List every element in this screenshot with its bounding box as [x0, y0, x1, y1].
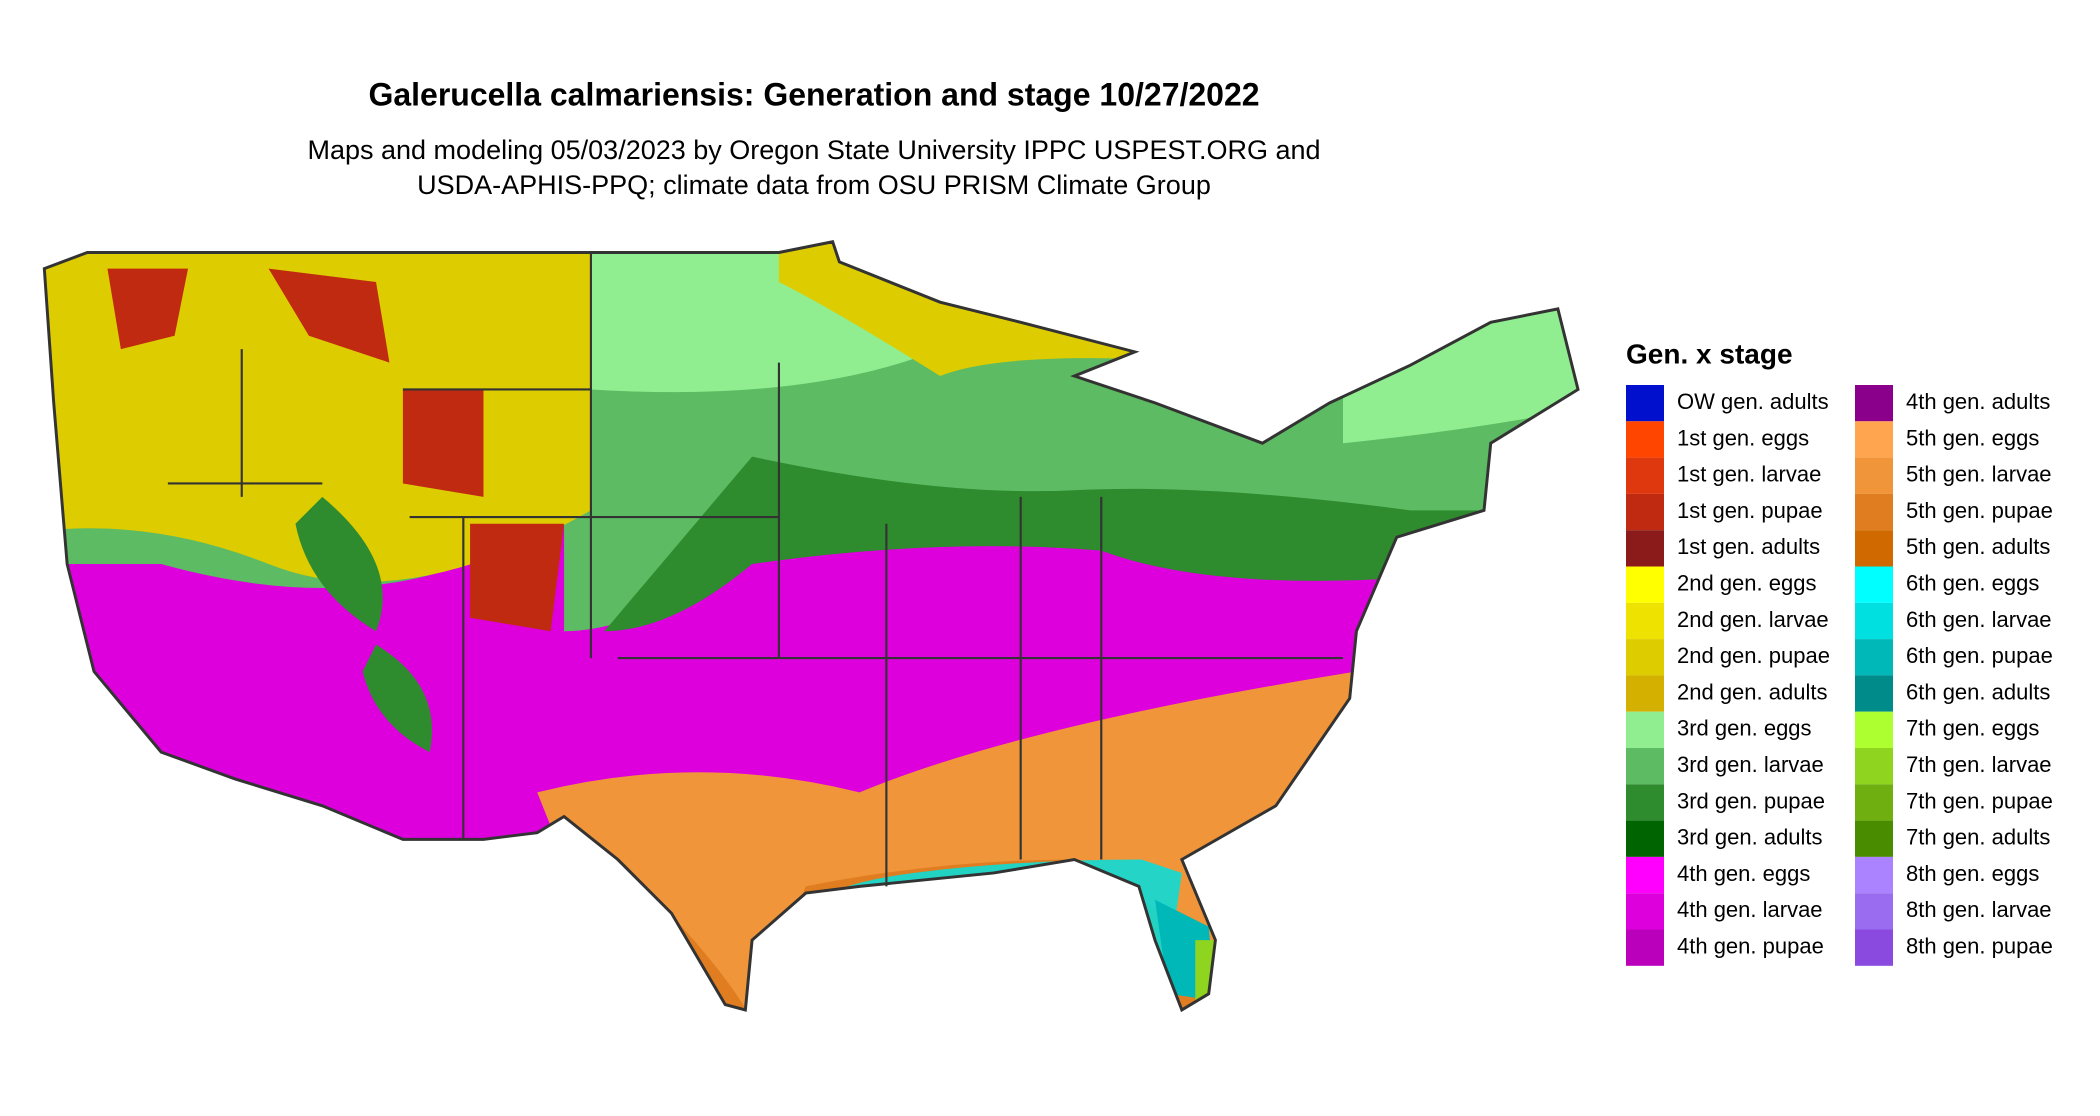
legend-swatch — [1855, 711, 1893, 748]
legend-swatch — [1626, 711, 1664, 748]
legend-label: 1st gen. pupae — [1677, 498, 1823, 523]
legend-label: 5th gen. adults — [1906, 534, 2050, 559]
legend-swatch — [1855, 493, 1893, 531]
legend-label: 4th gen. eggs — [1677, 861, 1810, 886]
legend-label: 2nd gen. larvae — [1677, 607, 1829, 632]
legend-label: 2nd gen. eggs — [1677, 570, 1816, 595]
legend-swatch — [1626, 566, 1664, 603]
legend-label: 4th gen. larvae — [1677, 897, 1823, 922]
map — [42, 240, 1580, 1013]
legend-swatch — [1626, 639, 1664, 676]
legend-label: 3rd gen. eggs — [1677, 716, 1812, 741]
legend-swatch — [1626, 530, 1664, 567]
legend-swatch — [1626, 421, 1664, 458]
legend-label: 2nd gen. pupae — [1677, 643, 1830, 668]
legend-swatch — [1626, 675, 1664, 712]
legend-swatch — [1626, 784, 1664, 821]
legend-swatch — [1626, 748, 1664, 785]
legend-swatch — [1855, 675, 1893, 712]
legend-swatch — [1855, 929, 1893, 966]
legend-label: 7th gen. adults — [1906, 825, 2050, 850]
legend-label: 6th gen. adults — [1906, 679, 2050, 704]
legend-label: 6th gen. eggs — [1906, 570, 2039, 595]
legend-label: 5th gen. eggs — [1906, 425, 2039, 450]
legend-swatch — [1855, 457, 1893, 494]
legend-swatch — [1855, 893, 1893, 930]
legend-swatch — [1626, 457, 1664, 494]
legend-swatch — [1626, 602, 1664, 640]
legend-label: 1st gen. eggs — [1677, 425, 1809, 450]
legend-label: 5th gen. larvae — [1906, 462, 2052, 487]
legend-label: 6th gen. larvae — [1906, 607, 2052, 632]
legend-label: 1st gen. larvae — [1677, 462, 1821, 487]
legend-label: 5th gen. pupae — [1906, 498, 2053, 523]
map-subtitle: USDA-APHIS-PPQ; climate data from OSU PR… — [417, 170, 1211, 200]
legend-label: 3rd gen. pupae — [1677, 788, 1825, 813]
legend-swatch — [1855, 602, 1893, 640]
legend-label: 6th gen. pupae — [1906, 643, 2053, 668]
legend-swatch — [1626, 856, 1664, 894]
legend-swatch — [1855, 421, 1893, 458]
legend-label: 4th gen. adults — [1906, 389, 2050, 414]
legend-swatch — [1855, 639, 1893, 676]
legend-swatch — [1626, 929, 1664, 966]
legend-label: 4th gen. pupae — [1677, 933, 1824, 958]
map-title: Galerucella calmariensis: Generation and… — [368, 76, 1259, 112]
legend-swatch — [1626, 493, 1664, 531]
legend-label: 3rd gen. larvae — [1677, 752, 1824, 777]
legend-swatch — [1855, 385, 1893, 422]
legend-label: 7th gen. eggs — [1906, 716, 2039, 741]
legend-swatch — [1626, 820, 1664, 857]
legend-label: 1st gen. adults — [1677, 534, 1820, 559]
legend-label: 3rd gen. adults — [1677, 825, 1823, 850]
legend-swatch — [1855, 748, 1893, 785]
legend-swatch — [1855, 784, 1893, 821]
legend-label: 8th gen. larvae — [1906, 897, 2052, 922]
legend-label: 2nd gen. adults — [1677, 679, 1827, 704]
legend-title: Gen. x stage — [1626, 338, 1793, 369]
legend-label: 8th gen. eggs — [1906, 861, 2039, 886]
legend-swatch — [1855, 820, 1893, 857]
legend-label: 7th gen. pupae — [1906, 788, 2053, 813]
legend-swatch — [1626, 385, 1664, 422]
legend-label: 7th gen. larvae — [1906, 752, 2052, 777]
legend-swatch — [1626, 893, 1664, 930]
map-subtitle: Maps and modeling 05/03/2023 by Oregon S… — [307, 135, 1320, 165]
legend-label: 8th gen. pupae — [1906, 933, 2053, 958]
legend-swatch — [1855, 530, 1893, 567]
legend-swatch — [1855, 566, 1893, 603]
legend: OW gen. adults 1st gen. eggs 1st gen. larv… — [1626, 385, 2053, 966]
legend-swatch — [1855, 856, 1893, 894]
legend-label: OW gen. adults — [1677, 389, 1829, 414]
